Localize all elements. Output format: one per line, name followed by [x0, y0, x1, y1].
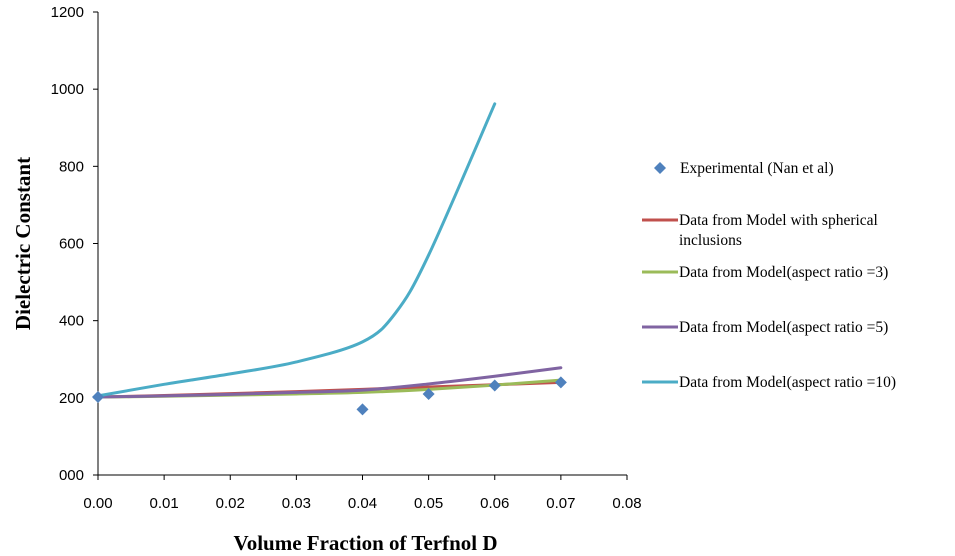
data-point-marker	[356, 403, 369, 416]
axes: 000 200 400 600 800 1000 1200 0.00 0.01 0.02 0.03 0…	[51, 4, 642, 512]
series-layer	[92, 102, 567, 416]
x-tick-label: 0.00	[83, 495, 112, 512]
data-point-marker	[488, 379, 501, 392]
y-tick-label: 1000	[51, 81, 84, 98]
x-tick-label: 0.08	[612, 495, 641, 512]
y-tick-label: 400	[59, 313, 84, 330]
x-tick-label: 0.07	[546, 495, 575, 512]
legend-label: Data from Model(aspect ratio =10)	[679, 374, 896, 391]
x-tick-label: 0.03	[282, 495, 311, 512]
legend-label: Experimental (Nan et al)	[680, 160, 834, 177]
series-line-4	[96, 102, 497, 398]
legend: Experimental (Nan et al) Data from Model …	[642, 160, 896, 391]
x-tick-label: 0.06	[480, 495, 509, 512]
legend-label: Data from Model with spherical	[679, 212, 878, 229]
y-tick-label: 200	[59, 390, 84, 407]
legend-label: Data from Model(aspect ratio =5)	[679, 319, 888, 336]
y-tick-label: 600	[59, 236, 84, 253]
data-point-marker	[92, 391, 104, 404]
x-axis-title: Volume Fraction of Terfnol D	[233, 531, 497, 555]
data-point-marker	[554, 376, 567, 389]
y-tick-label: 000	[59, 467, 84, 484]
x-tick-label: 0.02	[216, 495, 245, 512]
y-tick-label: 1200	[51, 4, 84, 21]
x-tick-label: 0.05	[414, 495, 443, 512]
legend-marker	[654, 162, 666, 174]
legend-label: inclusions	[679, 232, 742, 249]
data-point-marker	[422, 387, 435, 400]
x-tick-label: 0.01	[150, 495, 179, 512]
x-tick-label: 0.04	[348, 495, 377, 512]
legend-label: Data from Model(aspect ratio =3)	[679, 264, 888, 281]
y-axis-title: Dielectric Constant	[11, 157, 35, 330]
y-tick-label: 800	[59, 158, 84, 175]
series-line-3	[96, 366, 563, 399]
